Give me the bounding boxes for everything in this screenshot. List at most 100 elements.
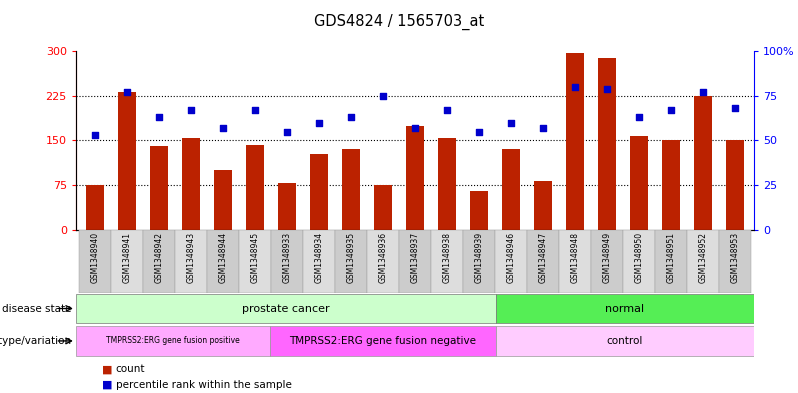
Bar [719, 230, 751, 293]
Bar [534, 181, 551, 230]
Text: ■: ■ [102, 364, 113, 375]
Bar [431, 230, 463, 293]
Bar [239, 230, 271, 293]
Text: GSM1348939: GSM1348939 [475, 232, 484, 283]
Text: prostate cancer: prostate cancer [242, 303, 330, 314]
Text: GSM1348953: GSM1348953 [730, 232, 740, 283]
Bar [591, 230, 623, 293]
Text: GSM1348936: GSM1348936 [378, 232, 388, 283]
Text: control: control [606, 336, 643, 346]
Bar [143, 230, 175, 293]
Point [440, 107, 453, 113]
Point [120, 89, 133, 95]
Bar [367, 230, 399, 293]
Bar [79, 230, 111, 293]
Bar [662, 140, 680, 230]
Text: GSM1348950: GSM1348950 [634, 232, 643, 283]
Text: GSM1348946: GSM1348946 [507, 232, 516, 283]
Point [601, 86, 614, 92]
Point [281, 129, 294, 135]
Text: disease state: disease state [2, 303, 72, 314]
Bar [247, 145, 264, 230]
Point [249, 107, 262, 113]
Bar [342, 149, 360, 230]
Bar [502, 149, 519, 230]
Text: GSM1348942: GSM1348942 [155, 232, 164, 283]
Point [216, 125, 229, 131]
Point [184, 107, 197, 113]
Bar [496, 326, 754, 356]
Text: GDS4824 / 1565703_at: GDS4824 / 1565703_at [314, 13, 484, 30]
Bar [270, 326, 496, 356]
Bar [527, 230, 559, 293]
Bar [76, 326, 270, 356]
Bar [310, 154, 328, 230]
Bar [111, 230, 143, 293]
Bar [623, 230, 655, 293]
Bar [463, 230, 495, 293]
Bar [687, 230, 719, 293]
Point [472, 129, 485, 135]
Bar [374, 185, 392, 230]
Point [377, 93, 389, 99]
Point [536, 125, 549, 131]
Text: GSM1348947: GSM1348947 [539, 232, 547, 283]
Point [504, 119, 517, 126]
Text: TMPRSS2:ERG gene fusion positive: TMPRSS2:ERG gene fusion positive [106, 336, 239, 345]
Text: ■: ■ [102, 380, 113, 390]
Bar [726, 140, 744, 230]
Text: GSM1348951: GSM1348951 [666, 232, 675, 283]
Bar [559, 230, 591, 293]
Bar [207, 230, 239, 293]
Bar [694, 96, 712, 230]
Bar [406, 126, 424, 230]
Text: GSM1348943: GSM1348943 [187, 232, 196, 283]
Bar [598, 58, 616, 230]
Point [89, 132, 101, 138]
Text: count: count [116, 364, 145, 375]
Bar [279, 184, 296, 230]
Bar [335, 230, 367, 293]
Point [665, 107, 678, 113]
Text: GSM1348934: GSM1348934 [314, 232, 323, 283]
Text: GSM1348948: GSM1348948 [571, 232, 579, 283]
Text: GSM1348949: GSM1348949 [602, 232, 611, 283]
Text: GSM1348933: GSM1348933 [282, 232, 291, 283]
Text: percentile rank within the sample: percentile rank within the sample [116, 380, 291, 390]
Point [345, 114, 358, 120]
Text: genotype/variation: genotype/variation [0, 336, 72, 346]
Text: GSM1348944: GSM1348944 [219, 232, 227, 283]
Text: GSM1348952: GSM1348952 [698, 232, 707, 283]
Bar [150, 147, 168, 230]
Bar [438, 138, 456, 230]
Text: GSM1348940: GSM1348940 [90, 232, 100, 283]
Text: TMPRSS2:ERG gene fusion negative: TMPRSS2:ERG gene fusion negative [289, 336, 476, 346]
Point [409, 125, 421, 131]
Point [568, 84, 581, 90]
Text: GSM1348945: GSM1348945 [251, 232, 259, 283]
Point [729, 105, 741, 112]
Bar [76, 294, 496, 323]
Text: GSM1348935: GSM1348935 [346, 232, 355, 283]
Bar [630, 136, 648, 230]
Bar [496, 294, 754, 323]
Point [697, 89, 709, 95]
Point [313, 119, 326, 126]
Bar [566, 53, 583, 230]
Bar [495, 230, 527, 293]
Bar [175, 230, 207, 293]
Bar [86, 185, 104, 230]
Bar [303, 230, 335, 293]
Bar [271, 230, 303, 293]
Text: GSM1348941: GSM1348941 [123, 232, 132, 283]
Text: GSM1348938: GSM1348938 [442, 232, 452, 283]
Bar [118, 92, 136, 230]
Point [633, 114, 646, 120]
Bar [182, 138, 200, 230]
Bar [399, 230, 431, 293]
Point [152, 114, 165, 120]
Bar [655, 230, 687, 293]
Bar [470, 191, 488, 230]
Text: normal: normal [606, 303, 645, 314]
Text: GSM1348937: GSM1348937 [410, 232, 420, 283]
